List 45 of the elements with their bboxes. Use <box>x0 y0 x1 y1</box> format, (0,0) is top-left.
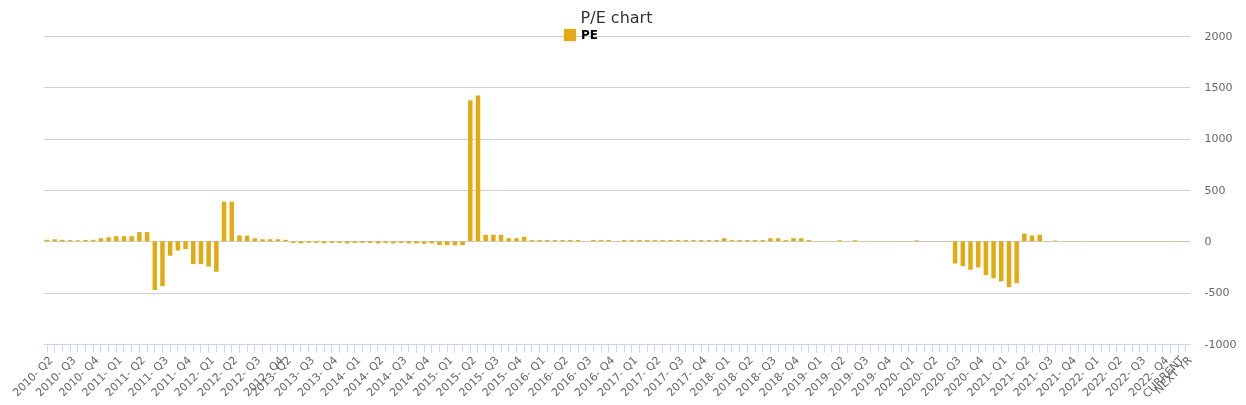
bar <box>129 236 134 242</box>
bar <box>791 238 796 242</box>
bar <box>1014 241 1019 284</box>
y-tick-label: 0 <box>1204 234 1212 248</box>
bar <box>1022 233 1027 242</box>
y-tick-label: 500 <box>1204 183 1226 197</box>
bar <box>52 239 57 242</box>
bar <box>206 241 211 267</box>
bar <box>183 241 188 250</box>
y-tick-label: 1500 <box>1204 80 1233 94</box>
bar <box>406 241 411 244</box>
bar <box>137 232 142 242</box>
bar <box>999 241 1004 282</box>
bar <box>1037 234 1042 242</box>
bar <box>968 241 973 270</box>
bar <box>237 235 242 242</box>
bar <box>491 234 496 242</box>
bar <box>229 201 234 242</box>
bar <box>1029 235 1035 242</box>
bar <box>514 238 519 242</box>
bar <box>460 241 465 246</box>
y-tick-label: 2000 <box>1204 29 1233 43</box>
bar <box>260 239 265 242</box>
bar <box>952 241 958 264</box>
bar <box>391 241 396 244</box>
y-tick-label: -1000 <box>1204 337 1237 351</box>
bar <box>414 241 419 244</box>
bar <box>768 238 773 242</box>
y-tick-label: -500 <box>1204 286 1230 300</box>
bar <box>175 241 181 251</box>
bar <box>483 234 488 242</box>
bar <box>421 241 427 244</box>
bar <box>191 241 196 264</box>
bar <box>160 241 165 287</box>
bar <box>106 237 111 242</box>
bar <box>167 241 173 256</box>
bar <box>214 241 219 272</box>
bar <box>114 236 119 242</box>
bar <box>991 241 996 279</box>
chart-title: P/E chart <box>580 8 653 27</box>
y-tick-label: 1000 <box>1204 132 1233 146</box>
bar <box>468 100 473 242</box>
legend-label: PE <box>581 28 598 42</box>
bar <box>437 241 442 246</box>
bar <box>198 241 204 264</box>
